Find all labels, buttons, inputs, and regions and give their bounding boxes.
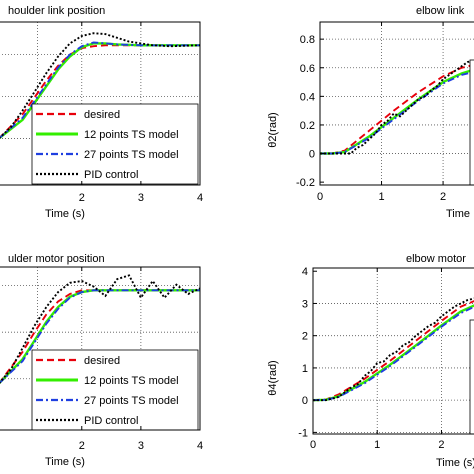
x-axis-label: Time: [446, 208, 470, 220]
legend: desired 12 points TS model 27 points TS mo…: [31, 103, 199, 185]
x-tick-label: 0: [317, 191, 323, 203]
axes-frame: [0, 21, 201, 186]
series-line-pid: [0, 274, 200, 384]
y-tick-label: 1: [302, 363, 308, 375]
chart-panel-3: desired 12 points TS model 27 points TS mo…: [0, 253, 203, 468]
x-axis-label: Time (s): [436, 457, 474, 469]
legend-label: PID control: [84, 169, 138, 181]
legend-label: 12 points TS model: [84, 129, 179, 141]
y-tick-label: -0.2: [296, 177, 315, 189]
x-tick-label: 4: [197, 192, 203, 204]
y-tick-label: 0.2: [300, 120, 315, 132]
y-axis-label: θ4(rad): [267, 360, 279, 395]
series-group: [313, 297, 474, 402]
y-tick-label: 0: [309, 149, 315, 161]
legend-label: 27 points TS model: [84, 395, 179, 407]
x-axis-label: Time (s): [45, 208, 85, 220]
chart-panel-1: desired 12 points TS model 27 points TS mo…: [0, 5, 203, 220]
legend-label: 12 points TS model: [84, 375, 179, 387]
legend: desired 12 points TS model 27 points TS mo…: [31, 349, 199, 430]
series-line-ts27: [0, 289, 200, 384]
plot-area: [320, 22, 474, 185]
chart-title: houlder link position: [8, 5, 105, 17]
chart-title: elbow link: [416, 5, 465, 17]
y-tick-label: -1: [298, 427, 308, 439]
series-line-pid: [320, 59, 474, 155]
y-tick-label: 4: [302, 266, 308, 278]
series-group: [0, 274, 200, 385]
axes-frame: [312, 267, 474, 435]
plot-area: [313, 268, 474, 434]
legend: [469, 319, 474, 434]
chart-title: ulder motor position: [8, 253, 105, 265]
y-tick-label: 2: [302, 331, 308, 343]
legend-label: 27 points TS model: [84, 149, 179, 161]
series-group: [320, 59, 474, 155]
x-tick-label: 3: [138, 440, 144, 452]
y-tick-label: 0.4: [300, 91, 315, 103]
axes-frame: [0, 266, 201, 431]
legend-box: [31, 103, 199, 185]
series-line-ts27: [0, 41, 200, 139]
y-tick-label: 3: [302, 298, 308, 310]
axes-frame: [319, 21, 474, 186]
x-tick-label: 1: [374, 439, 380, 451]
legend-label: desired: [84, 355, 120, 367]
series-group: [0, 32, 200, 140]
legend-box: [469, 319, 474, 434]
x-tick-label: 2: [79, 192, 85, 204]
x-tick-label: 0: [310, 439, 316, 451]
y-tick-label: 0: [302, 395, 308, 407]
x-tick-label: 3: [138, 192, 144, 204]
x-tick-label: 1: [378, 191, 384, 203]
x-tick-label: 2: [438, 439, 444, 451]
x-tick-label: 4: [197, 440, 203, 452]
x-axis-label: Time (s): [45, 456, 85, 468]
legend-label: desired: [84, 109, 120, 121]
legend: [469, 59, 474, 185]
chart-title: elbow motor: [406, 253, 466, 265]
legend-label: PID control: [84, 415, 138, 427]
x-tick-label: 2: [440, 191, 446, 203]
series-line-ts12: [0, 289, 200, 385]
y-tick-label: 0.6: [300, 63, 315, 75]
legend-box: [31, 349, 199, 430]
x-tick-label: 2: [79, 440, 85, 452]
series-line-pid: [313, 297, 474, 402]
y-tick-label: 0.8: [300, 34, 315, 46]
legend-box: [469, 59, 474, 185]
y-axis-label: θ2(rad): [267, 112, 279, 147]
